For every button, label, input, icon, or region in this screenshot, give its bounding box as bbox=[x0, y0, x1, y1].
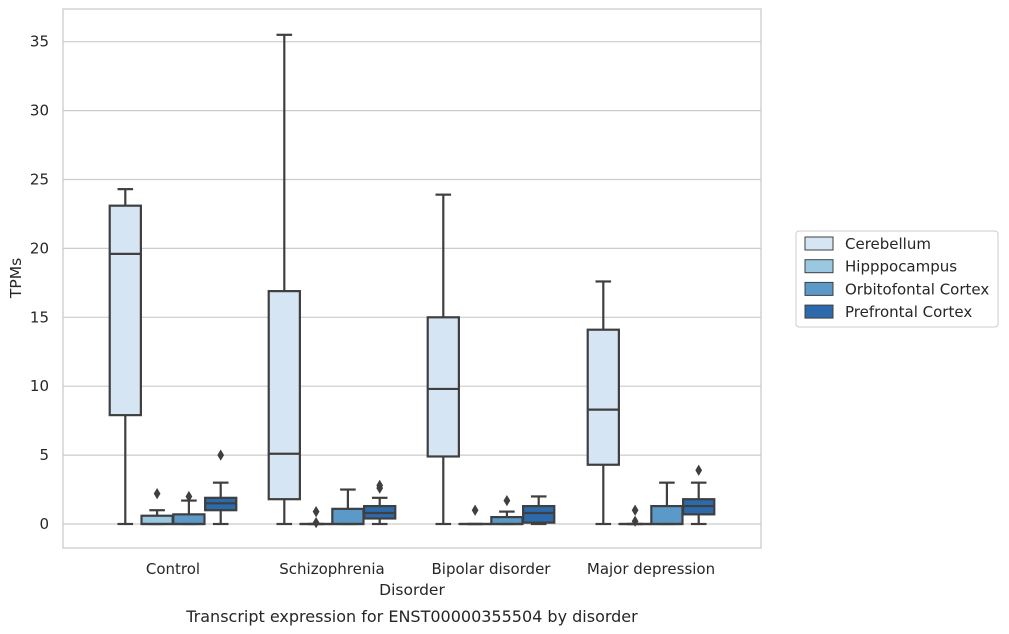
iqr-box bbox=[172, 513, 206, 526]
box-cerebellum bbox=[426, 193, 460, 526]
y-tick-label: 15 bbox=[30, 308, 49, 326]
box-cerebellum bbox=[267, 33, 301, 526]
legend-label: Prefrontal Cortex bbox=[845, 303, 972, 321]
x-tick-labels: Control Schizophrenia Bipolar disorder Majo… bbox=[146, 560, 715, 578]
x-axis-title: Disorder bbox=[379, 581, 445, 599]
box-hipppocampus bbox=[299, 505, 333, 529]
y-tick-label: 25 bbox=[30, 171, 49, 189]
box-cerebellum bbox=[108, 188, 142, 526]
iqr-box bbox=[140, 514, 174, 526]
plot-area bbox=[108, 33, 716, 529]
grid-lines bbox=[63, 41, 761, 525]
plot-frame bbox=[62, 8, 762, 549]
x-tick-label: Bipolar disorder bbox=[432, 560, 552, 578]
legend-label: Cerebellum bbox=[845, 235, 931, 253]
y-tick-label: 10 bbox=[30, 377, 49, 395]
legend-label: Hipppocampus bbox=[845, 258, 957, 276]
outlier-point bbox=[217, 449, 225, 461]
box-prefrontal-cortex bbox=[363, 479, 397, 526]
outlier-point bbox=[312, 516, 320, 529]
iqr-box bbox=[650, 504, 684, 526]
box-prefrontal-cortex bbox=[204, 449, 238, 526]
x-tick-label: Major depression bbox=[587, 560, 715, 578]
outlier-point bbox=[312, 505, 320, 518]
legend-label: Orbitofontal Cortex bbox=[845, 280, 989, 298]
x-tick-label: Schizophrenia bbox=[279, 560, 384, 578]
y-tick-label: 0 bbox=[39, 515, 49, 533]
box-orbitofontal-cortex bbox=[331, 488, 365, 526]
box-prefrontal-cortex bbox=[682, 464, 716, 526]
y-tick-label: 5 bbox=[39, 446, 49, 464]
box-hipppocampus bbox=[140, 488, 174, 526]
box-orbitofontal-cortex bbox=[490, 494, 524, 526]
outlier-point bbox=[376, 479, 384, 492]
iqr-box bbox=[586, 328, 620, 466]
box-prefrontal-cortex bbox=[522, 495, 556, 526]
box-orbitofontal-cortex bbox=[650, 481, 684, 526]
box-cerebellum bbox=[586, 280, 620, 526]
chart-caption: Transcript expression for ENST0000035550… bbox=[185, 607, 638, 626]
box-orbitofontal-cortex bbox=[172, 490, 206, 526]
y-axis-title: TPMs bbox=[7, 258, 25, 299]
y-tick-label: 30 bbox=[30, 102, 49, 120]
outlier-point bbox=[695, 464, 703, 476]
y-tick-label: 35 bbox=[30, 33, 49, 51]
y-tick-label: 20 bbox=[30, 239, 49, 257]
legend-swatch bbox=[804, 281, 834, 296]
outlier-point bbox=[503, 494, 511, 507]
iqr-box bbox=[267, 290, 301, 501]
legend-swatch bbox=[804, 304, 834, 319]
x-tick-label: Control bbox=[146, 560, 200, 578]
outlier-point bbox=[471, 504, 479, 516]
legend-swatch bbox=[804, 259, 834, 274]
iqr-box bbox=[108, 204, 142, 417]
outlier-point bbox=[185, 490, 193, 503]
box-hipppocampus bbox=[458, 504, 492, 526]
y-tick-labels: 0 5 10 15 20 25 30 35 bbox=[30, 33, 49, 533]
iqr-box bbox=[522, 504, 556, 524]
box-hipppocampus bbox=[618, 504, 652, 527]
outlier-point bbox=[631, 504, 639, 516]
iqr-box bbox=[331, 507, 365, 526]
legend: Cerebellum Hipppocampus Orbitofontal Corte… bbox=[795, 230, 999, 328]
legend-swatch bbox=[804, 236, 834, 251]
outlier-point bbox=[153, 488, 161, 500]
iqr-box bbox=[426, 316, 460, 458]
outlier-point bbox=[631, 515, 639, 527]
legend-frame bbox=[795, 230, 999, 328]
